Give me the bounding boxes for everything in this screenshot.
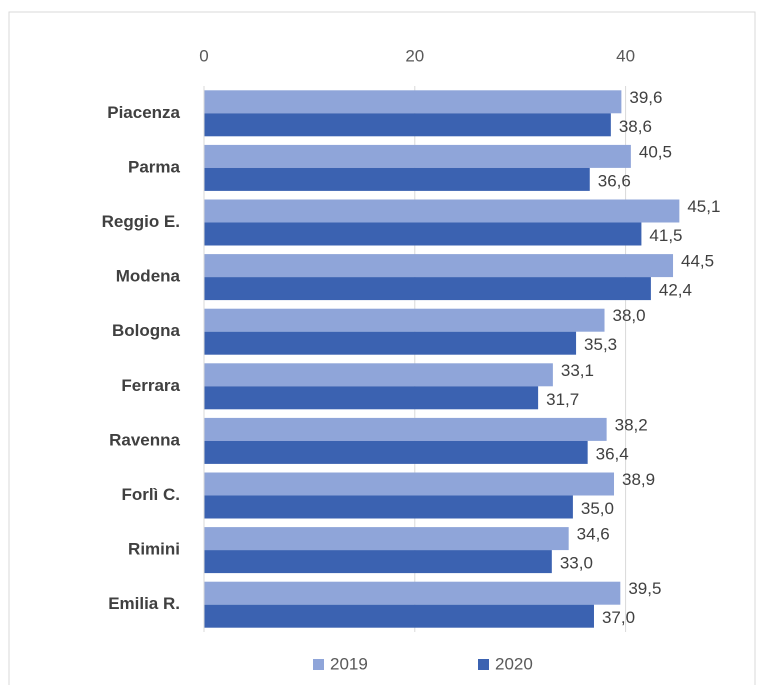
bar bbox=[204, 167, 590, 191]
bar bbox=[204, 277, 651, 301]
legend-swatch bbox=[313, 659, 324, 670]
value-label: 39,5 bbox=[628, 579, 661, 598]
y-tick-label: Forlì C. bbox=[121, 485, 180, 504]
bar bbox=[204, 417, 607, 441]
bar bbox=[204, 472, 615, 496]
legend-label: 2020 bbox=[495, 654, 533, 673]
value-label: 35,3 bbox=[584, 335, 617, 354]
bar bbox=[204, 550, 552, 574]
value-label: 31,7 bbox=[546, 390, 579, 409]
bar bbox=[204, 199, 680, 223]
value-label: 37,0 bbox=[602, 608, 635, 627]
y-tick-label: Piacenza bbox=[107, 103, 180, 122]
value-label: 33,1 bbox=[561, 361, 594, 380]
value-label: 38,2 bbox=[615, 415, 648, 434]
y-tick-label: Modena bbox=[116, 267, 181, 286]
value-label: 33,0 bbox=[560, 554, 593, 573]
value-label: 38,9 bbox=[622, 470, 655, 489]
value-label: 38,6 bbox=[619, 117, 652, 136]
y-tick-label: Rimini bbox=[128, 540, 180, 559]
bar bbox=[204, 90, 622, 114]
chart-frame bbox=[8, 11, 756, 685]
value-label: 44,5 bbox=[681, 252, 714, 271]
bar bbox=[204, 386, 539, 410]
x-tick-label: 0 bbox=[199, 46, 208, 65]
bar bbox=[204, 581, 621, 605]
bar bbox=[204, 440, 588, 464]
y-tick-label: Reggio E. bbox=[102, 212, 180, 231]
legend-swatch bbox=[478, 659, 489, 670]
y-tick-label: Bologna bbox=[112, 321, 181, 340]
y-tick-label: Ferrara bbox=[121, 376, 180, 395]
value-label: 35,0 bbox=[581, 499, 614, 518]
value-label: 34,6 bbox=[577, 525, 610, 544]
bar bbox=[204, 495, 573, 519]
value-label: 36,4 bbox=[596, 444, 629, 463]
bar bbox=[204, 331, 577, 355]
bar bbox=[204, 254, 674, 278]
bar bbox=[204, 222, 642, 246]
value-label: 45,1 bbox=[687, 197, 720, 216]
legend-label: 2019 bbox=[330, 654, 368, 673]
value-label: 39,6 bbox=[629, 88, 662, 107]
value-label: 40,5 bbox=[639, 142, 672, 161]
bar bbox=[204, 363, 553, 387]
y-tick-label: Parma bbox=[128, 157, 181, 176]
bar bbox=[204, 113, 611, 137]
value-label: 41,5 bbox=[649, 226, 682, 245]
value-label: 36,6 bbox=[598, 171, 631, 190]
value-label: 42,4 bbox=[659, 281, 692, 300]
y-tick-label: Emilia R. bbox=[108, 594, 180, 613]
x-tick-label: 20 bbox=[405, 46, 424, 65]
bar bbox=[204, 308, 605, 332]
bar bbox=[204, 527, 569, 551]
bar bbox=[204, 604, 594, 628]
value-label: 38,0 bbox=[613, 306, 646, 325]
x-tick-label: 40 bbox=[616, 46, 635, 65]
y-tick-label: Ravenna bbox=[109, 430, 180, 449]
bar bbox=[204, 144, 631, 168]
